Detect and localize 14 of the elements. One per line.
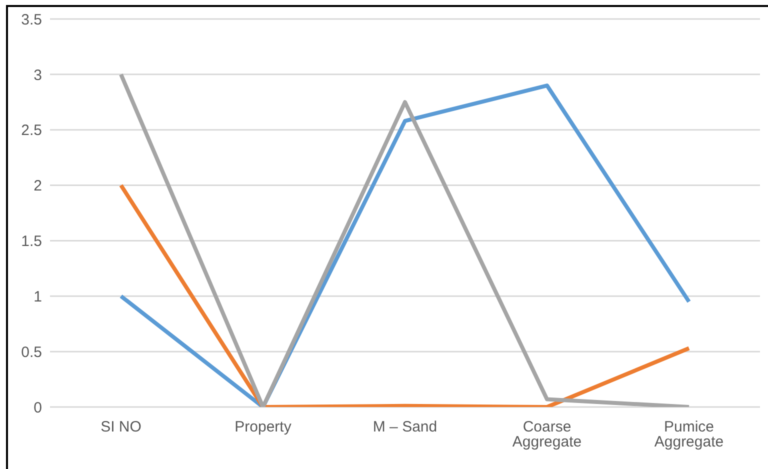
y-tick-label: 1: [34, 288, 42, 306]
x-tick-label: Pumice Aggregate: [654, 418, 724, 451]
y-tick-label: 3.5: [21, 11, 42, 28]
line-series: [119, 183, 691, 407]
y-tick-label: 0.5: [21, 344, 42, 361]
x-tick-label: Coarse Aggregate: [512, 418, 582, 451]
y-tick-label: 0: [34, 399, 42, 416]
y-tick-label: 2: [34, 178, 42, 195]
y-tick-label: 2.5: [21, 122, 42, 140]
x-tick-label: M – Sand: [372, 418, 438, 436]
x-tick-label: SI NO: [100, 418, 142, 436]
x-tick-label: Property: [234, 418, 292, 436]
y-tick-label: 1.5: [21, 233, 42, 250]
y-tick-label: 3: [34, 66, 42, 84]
